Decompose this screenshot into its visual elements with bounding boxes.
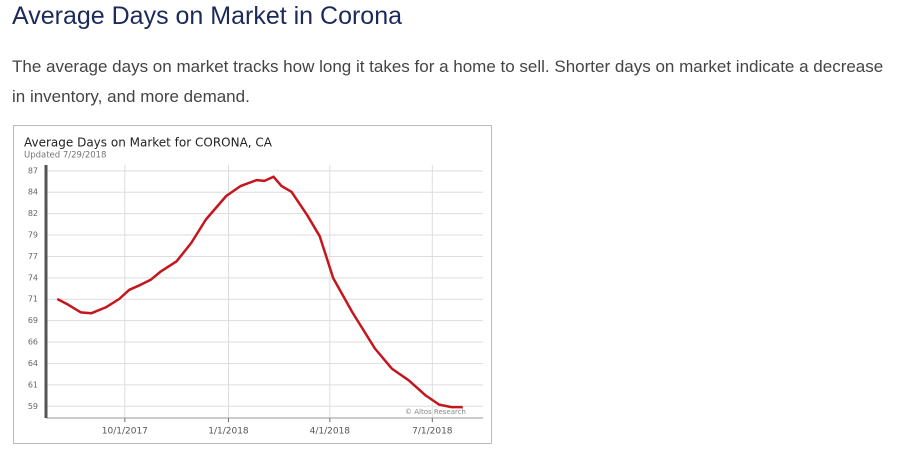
x-tick-label: 7/1/2018	[412, 427, 453, 437]
chart-title: Average Days on Market for CORONA, CA	[24, 136, 273, 150]
y-tick-label: 71	[28, 295, 38, 304]
y-tick-label: 64	[28, 359, 38, 368]
y-tick-label: 61	[28, 380, 38, 389]
page-title: Average Days on Market in Corona	[12, 2, 403, 30]
chart-subtitle: Updated 7/29/2018	[24, 151, 106, 161]
x-tick-label: 4/1/2018	[310, 427, 351, 437]
y-tick-label: 82	[28, 209, 38, 218]
y-tick-label: 77	[28, 252, 38, 261]
chart-frame	[13, 125, 492, 444]
y-tick-label: 84	[28, 188, 38, 197]
credit: © Altos Research	[405, 408, 466, 416]
intro-text: The average days on market tracks how lo…	[12, 57, 884, 106]
x-tick-label: 1/1/2018	[208, 427, 249, 437]
y-tick-label: 69	[28, 316, 38, 325]
y-tick-label: 66	[28, 338, 38, 347]
x-tick-label: 10/1/2017	[102, 427, 148, 437]
y-tick-label: 74	[28, 273, 38, 282]
y-tick-label: 59	[28, 402, 38, 411]
y-tick-label: 79	[28, 231, 38, 240]
data-line	[56, 175, 463, 409]
y-tick-label: 87	[28, 166, 38, 175]
